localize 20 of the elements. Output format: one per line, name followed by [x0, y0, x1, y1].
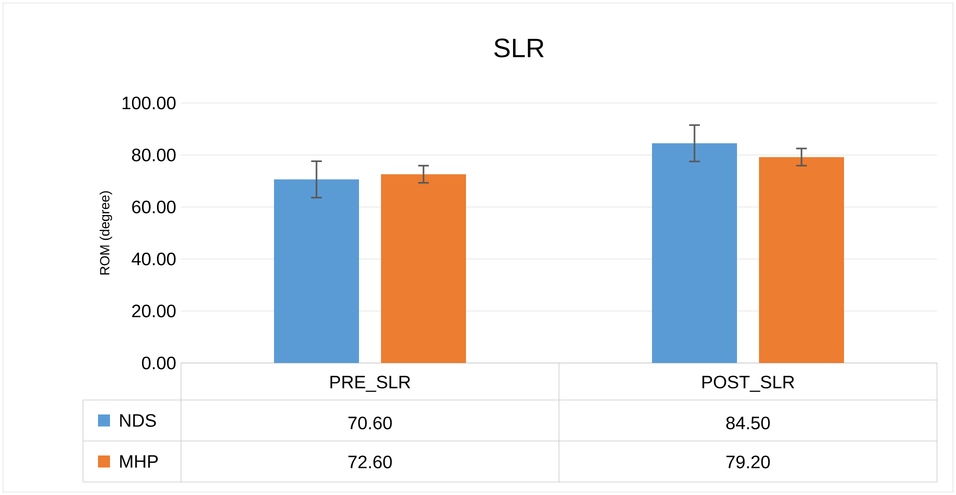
- y-tick-label: 60.00: [132, 200, 176, 214]
- bar: [652, 143, 738, 363]
- legend-label: NDS: [120, 414, 156, 427]
- y-axis-title: ROM (degree): [100, 191, 112, 275]
- y-tick-label: 0.00: [142, 356, 176, 370]
- bar: [759, 157, 844, 363]
- y-tick-label: 40.00: [132, 252, 176, 266]
- bar: [274, 179, 360, 363]
- data-label: 70.60: [348, 416, 392, 430]
- y-tick-label: 80.00: [132, 148, 176, 162]
- data-label: 79.20: [726, 456, 770, 468]
- y-tick-label: 100.00: [122, 96, 176, 110]
- bar: [381, 174, 466, 363]
- y-tick-label: 20.00: [132, 304, 176, 318]
- x-tick-label: POST_SLR: [702, 376, 794, 392]
- data-label: 72.60: [348, 456, 392, 468]
- x-tick-label: PRE_SLR: [330, 376, 410, 392]
- legend-label: MHP: [120, 455, 158, 468]
- data-label: 84.50: [726, 416, 770, 430]
- chart-title: SLR: [494, 38, 544, 58]
